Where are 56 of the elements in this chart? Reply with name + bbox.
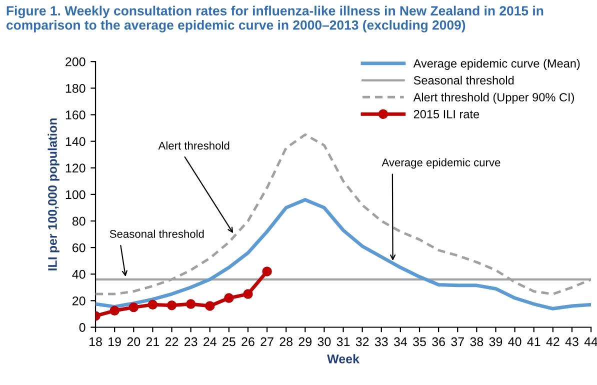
x-tick-label: 28 [280,337,293,346]
y-axis-title: ILI per 100,000 population [48,118,60,270]
y-tick-label: 160 [66,110,86,120]
point [166,300,177,310]
point [243,289,253,299]
chart-title: Figure 1. Weekly consultation rates for influenza-like illness in New Zealand in 2015 in comparison to the average epidemic curve in 2000–2013 (excluding 2009) [6,6,544,32]
x-tick-label: 18 [90,337,102,346]
x-tick-label: 26 [242,337,254,346]
x-tick-label: 19 [108,337,121,346]
y-tick-label: 200 [66,57,86,66]
x-tick-label: 39 [489,337,502,346]
x-tick-label: 38 [470,337,484,346]
legend-label: Average epidemic curve (Mean) [413,58,580,70]
annotation: Alert threshold [158,141,230,150]
x-tick-label: 20 [127,337,140,346]
y-tick-label: 180 [66,84,86,93]
x-tick-label: 37 [451,337,464,346]
point [186,299,196,309]
x-tick-label: 24 [204,337,216,346]
y-tick-label: 140 [66,137,86,146]
y-tick-label: 60 [72,243,86,252]
annotation: Seasonal threshold [110,230,204,238]
legend-label: Alert threshold (Upper 90% CI) [413,92,574,104]
annotation: Average epidemic curve [382,158,500,169]
x-tick-label: 35 [413,337,426,346]
y-tick-label: 20 [72,296,86,306]
point [224,293,234,303]
point [262,266,272,276]
x-tick-label: 41 [527,337,540,346]
x-tick-label: 29 [298,337,312,346]
x-tick-label: 21 [146,337,160,346]
x-tick-label: 43 [565,337,578,346]
x-tick-label: 34 [394,337,408,346]
y-tick-label: 120 [66,164,86,173]
x-tick-label: 31 [336,337,350,346]
point [128,302,138,312]
y-tick-label: 100 [66,190,86,200]
y-tick-label: 40 [72,270,86,279]
x-tick-label: 23 [184,337,198,346]
x-tick-label: 25 [222,337,236,346]
x-tick-label: 40 [508,337,522,346]
y-tick-label: 0 [79,323,86,332]
x-tick-label: 22 [165,337,178,346]
x-tick-label: 42 [546,337,560,346]
legend-label: Seasonal threshold [414,76,514,85]
x-tick-label: 27 [260,337,274,346]
point [205,301,215,311]
x-axis-title: Week [327,354,360,364]
x-tick-label: 30 [318,337,331,346]
x-tick-label: 33 [374,337,388,346]
x-tick-label: 32 [356,337,369,346]
legend-label: 2015 ILI rate [414,110,480,118]
point [148,300,158,310]
y-tick-label: 80 [72,216,86,226]
point [110,306,120,316]
x-tick-label: 36 [432,337,445,346]
